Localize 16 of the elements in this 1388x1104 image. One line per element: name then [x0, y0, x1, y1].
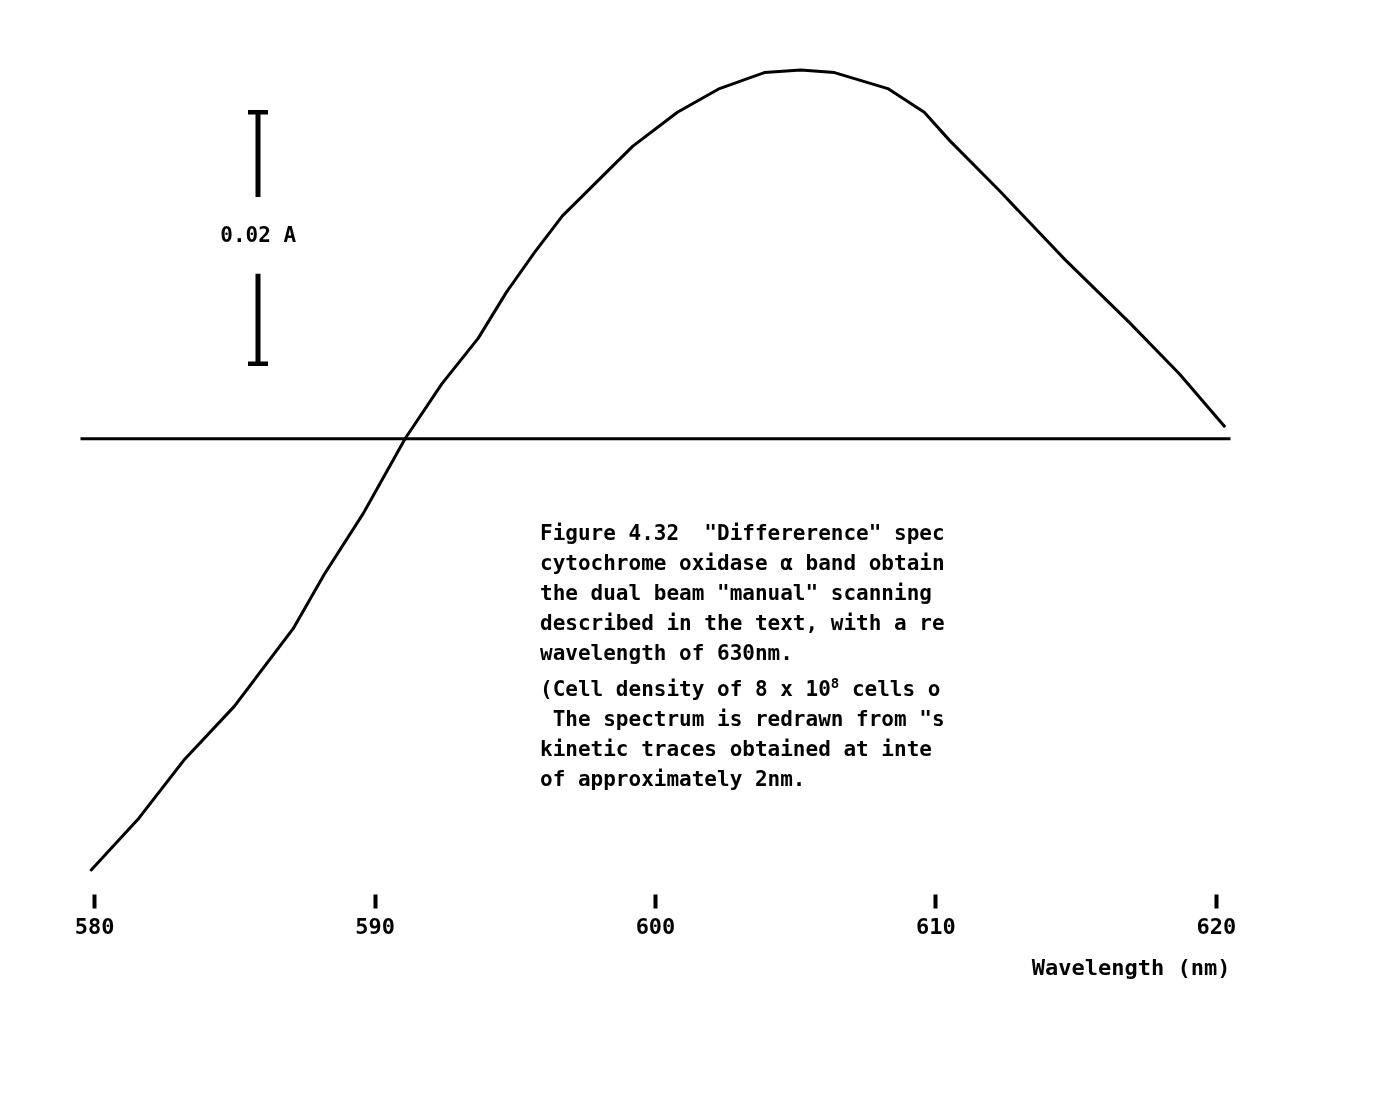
- x-tick-label: 610: [916, 913, 956, 939]
- x-tick-label: 580: [74, 913, 115, 939]
- x-tick-label: 600: [635, 913, 676, 939]
- annotation: (Cell density of 8 x 10$^{8}$ cells o: [540, 675, 941, 701]
- annotation: cytochrome oxidase α band obtain: [540, 551, 945, 575]
- annotation: of approximately 2nm.: [540, 767, 806, 791]
- annotation: kinetic traces obtained at inte: [540, 737, 932, 761]
- x-tick-label: 620: [1196, 913, 1237, 939]
- x-axis-title: Wavelength (nm): [1031, 954, 1231, 980]
- x-tick-label: 590: [355, 913, 395, 939]
- annotation: wavelength of 630nm.: [540, 641, 793, 665]
- annotation: 0.02 A: [220, 222, 297, 250]
- annotation: The spectrum is redrawn from "s: [552, 707, 945, 731]
- annotation: described in the text, with a re: [540, 611, 945, 635]
- annotation: the dual beam "manual" scanning: [540, 581, 932, 605]
- annotation: Figure 4.32 "Differerence" spec: [540, 521, 945, 545]
